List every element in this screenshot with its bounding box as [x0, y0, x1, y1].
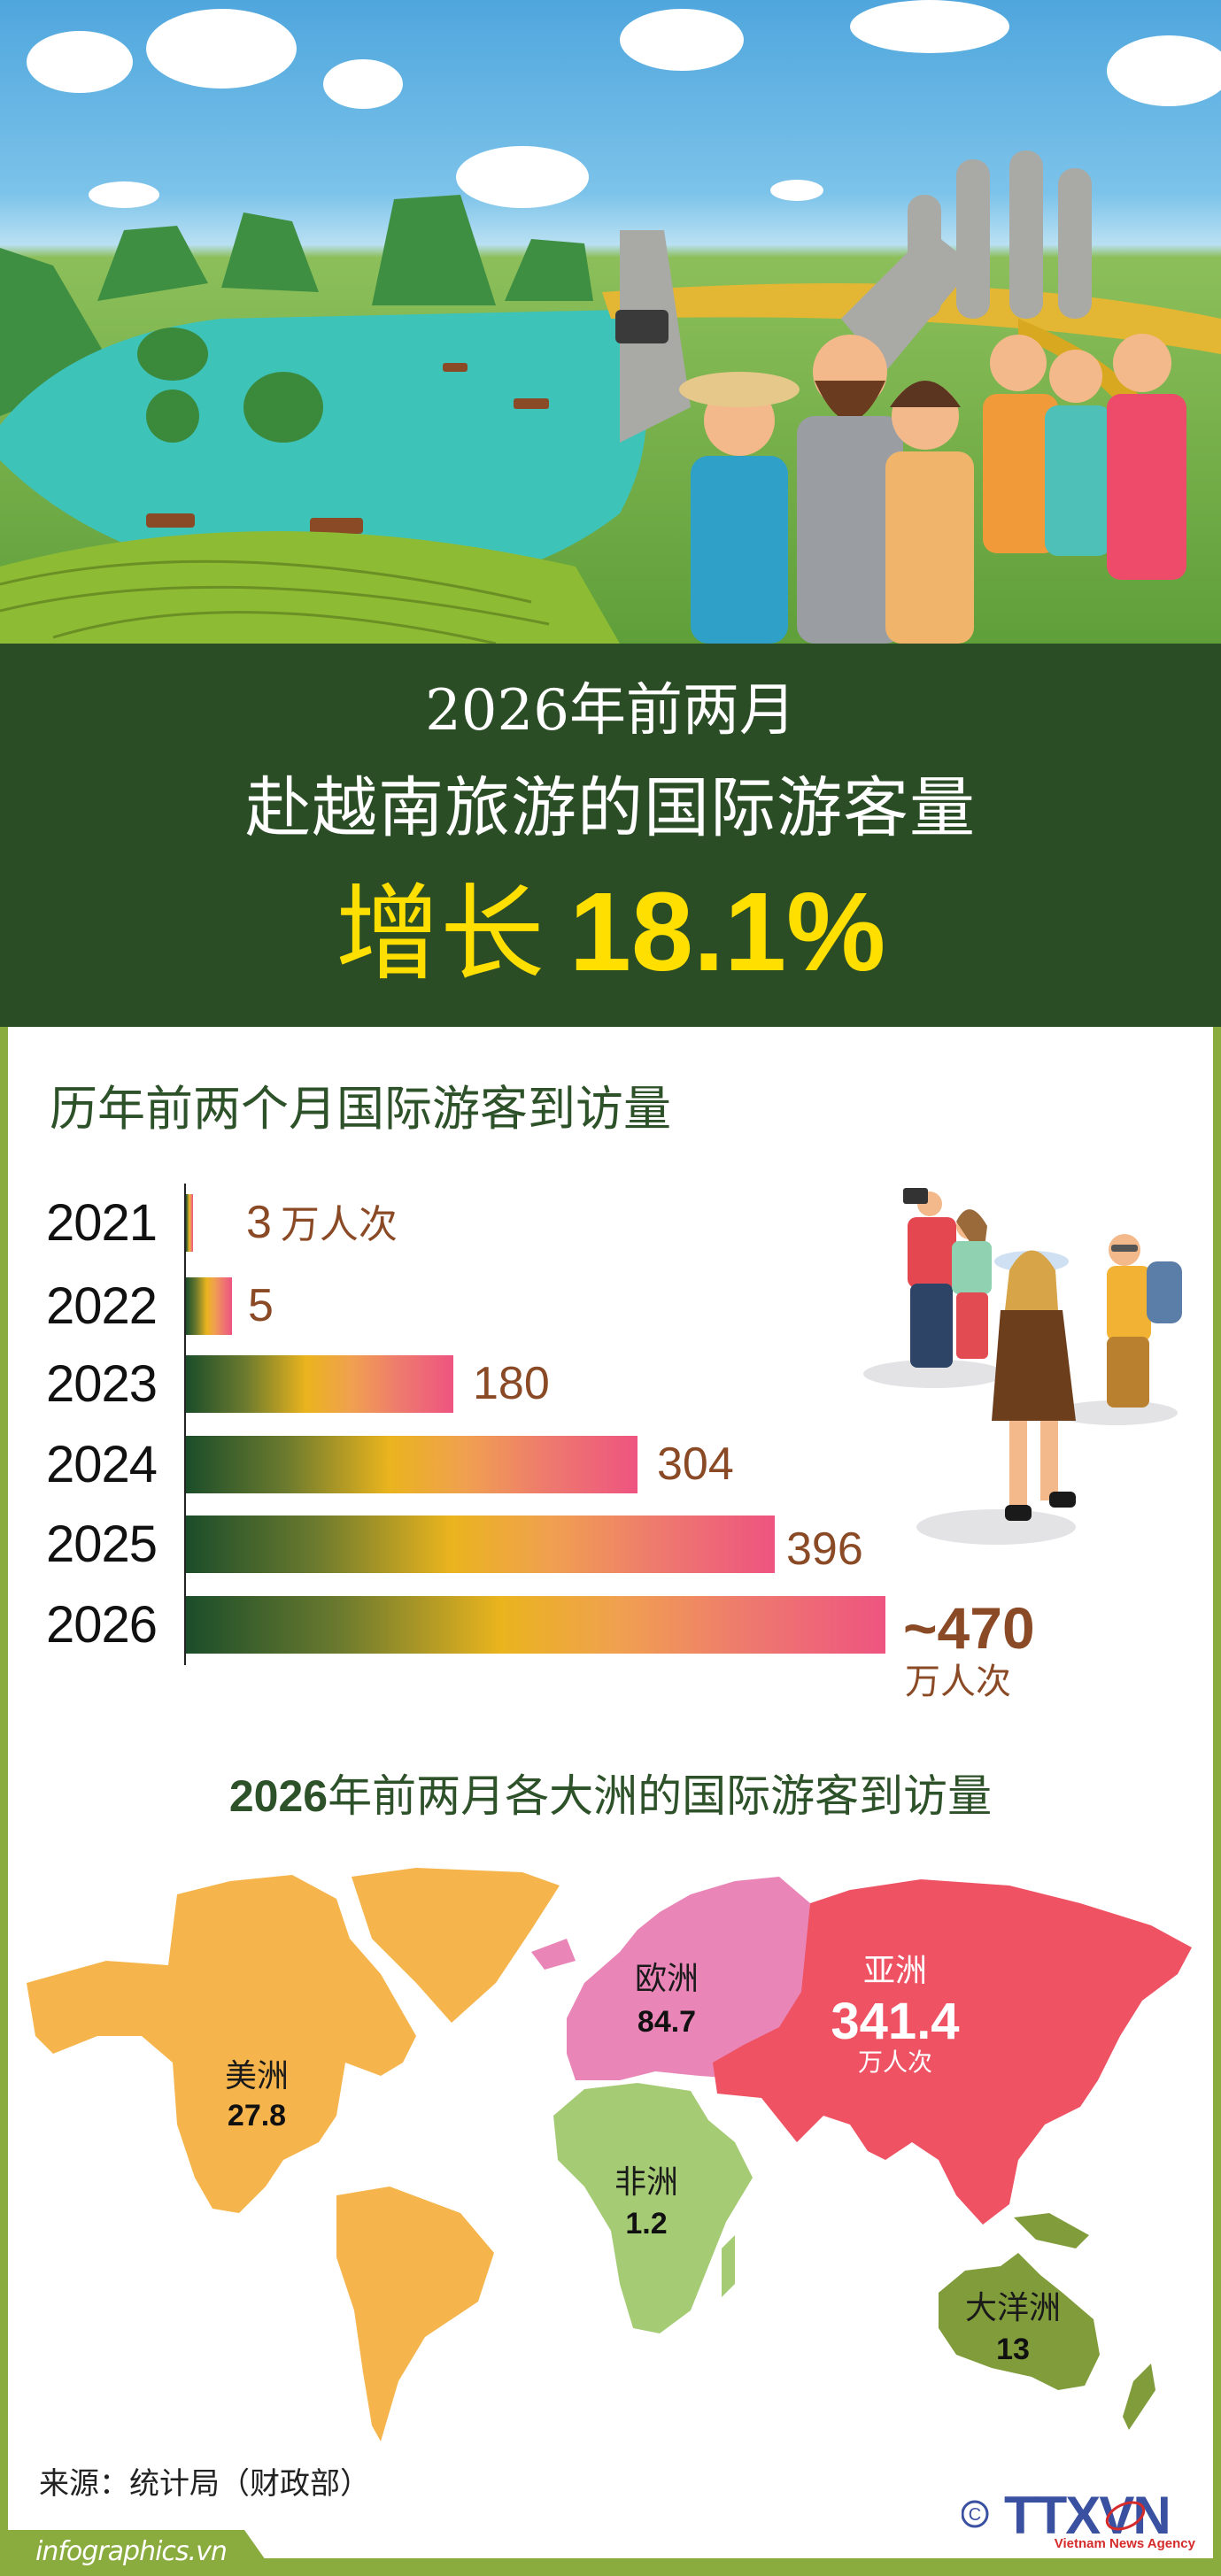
oceania-value: 13 [996, 2333, 1030, 2366]
tourists-group-icon [615, 310, 1186, 644]
svg-text:C: C [969, 2505, 981, 2525]
year-label-2021: 2021 [46, 1194, 158, 1252]
footer-band [0, 2558, 1221, 2576]
continent-africa [553, 2083, 753, 2333]
header-band [0, 644, 1221, 1027]
continent-asia [713, 1879, 1192, 2225]
unit-label-2026: 万人次 [905, 1662, 1011, 1702]
boats-icon [146, 363, 549, 534]
europe-value: 84.7 [637, 2005, 697, 2039]
value-label-2025: 396 [786, 1523, 863, 1575]
value-label-2026: ~470 [903, 1595, 1035, 1661]
world-map [27, 1868, 1192, 2441]
value-label-2024: 304 [657, 1438, 734, 1490]
continent-europe [531, 1877, 810, 2083]
headline-subject: 赴越南旅游的国际游客量 [245, 770, 976, 846]
continent-americas [27, 1868, 560, 2441]
clouds-icon [27, 0, 1221, 208]
growth-value: 18.1% [568, 869, 886, 994]
year-label-2022: 2022 [46, 1277, 158, 1335]
headline-growth: 增长 18.1% [0, 872, 1221, 1026]
frame-border-right [1213, 1027, 1221, 2576]
unit-label: 万人次 [280, 1202, 398, 1247]
asia-unit: 万人次 [857, 2048, 932, 2077]
chart-axis-line [184, 1184, 186, 1665]
ttxvn-logo: C TTXVN Vietnam News Agency [962, 2489, 1196, 2551]
camera-icon [903, 1188, 928, 1204]
europe-label: 欧洲 [634, 1961, 699, 1997]
americas-label: 美洲 [224, 2058, 289, 2094]
value-label-2021: 3 万人次 [246, 1194, 398, 1252]
year-label-2026: 2026 [46, 1596, 158, 1654]
vietnam-landscape-illustration [0, 0, 1221, 644]
source-note: 来源：统计局（财政部） [39, 2466, 370, 2502]
map-title-text: 年前两月各大洲的国际游客到访量 [328, 1770, 993, 1822]
year-label-2024: 2024 [46, 1436, 158, 1493]
oceania-label: 大洋洲 [964, 2290, 1061, 2326]
logo-subtitle: Vietnam News Agency [1055, 2536, 1196, 2551]
bar-2024 [186, 1436, 638, 1493]
asia-label: 亚洲 [862, 1953, 927, 1989]
bar-2021 [186, 1194, 193, 1252]
footer-tab [0, 2530, 266, 2560]
frame-border-left [0, 1027, 8, 2576]
bar-2022 [186, 1277, 232, 1335]
continent-oceania [939, 2213, 1155, 2430]
site-link[interactable]: infographics.vn [35, 2536, 228, 2567]
growth-word: 增长 [335, 873, 545, 995]
bar-2026 [186, 1596, 885, 1654]
asia-value: 341.4 [831, 1993, 960, 2050]
logo-wordmark: TTXVN [1004, 2489, 1170, 2545]
copyright-icon [962, 2500, 989, 2528]
year-label-2023: 2023 [46, 1355, 158, 1413]
headline-period: 2026年前两月 [425, 678, 796, 744]
bar-2023 [186, 1355, 453, 1413]
africa-label: 非洲 [614, 2164, 678, 2201]
americas-value: 27.8 [227, 2099, 287, 2133]
year-label-2025: 2025 [46, 1516, 158, 1573]
hero-illustration [0, 0, 1221, 644]
value-label-2023: 180 [473, 1358, 550, 1409]
map-title-year: 2026 [228, 1771, 328, 1821]
africa-value: 1.2 [625, 2207, 668, 2241]
value-2021: 3 [246, 1197, 272, 1248]
map-title: 2026年前两月各大洲的国际游客到访量 [0, 1767, 1221, 1825]
phone-icon [615, 310, 668, 343]
value-label-2022: 5 [248, 1280, 274, 1331]
bar-chart-title: 历年前两个月国际游客到访量 [50, 1081, 671, 1137]
bar-2025 [186, 1516, 775, 1573]
backpack-icon [1147, 1261, 1182, 1323]
travelers-illustration [863, 1188, 1182, 1545]
